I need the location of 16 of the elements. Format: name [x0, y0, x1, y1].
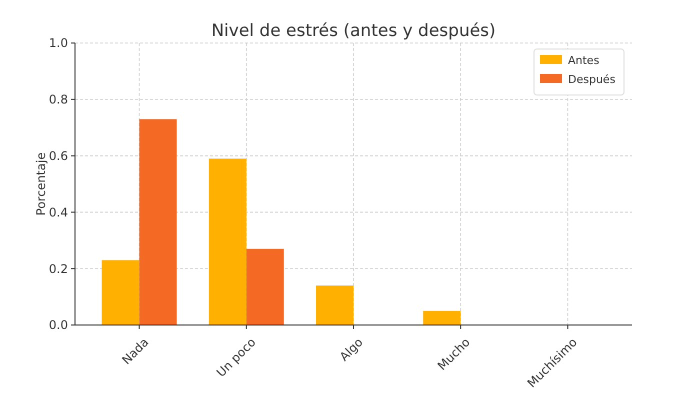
y-tick-label: 0.8	[48, 92, 68, 107]
bar	[139, 119, 177, 325]
legend-label: Después	[568, 72, 616, 86]
y-axis-title: Porcentaje	[34, 152, 48, 216]
chart-title: Nivel de estrés (antes y después)	[211, 21, 496, 41]
y-tick-label: 0.2	[48, 262, 68, 276]
y-tick-label: 0.6	[48, 149, 68, 163]
y-tick-label: 1.0	[48, 36, 68, 50]
bar	[316, 286, 354, 325]
legend-label: Antes	[568, 54, 600, 67]
y-tick-label: 0.0	[48, 318, 68, 332]
bar	[423, 310, 461, 325]
bar	[102, 260, 140, 325]
y-tick-label: 0.4	[48, 205, 68, 220]
bar	[208, 158, 246, 325]
bar	[246, 248, 284, 325]
